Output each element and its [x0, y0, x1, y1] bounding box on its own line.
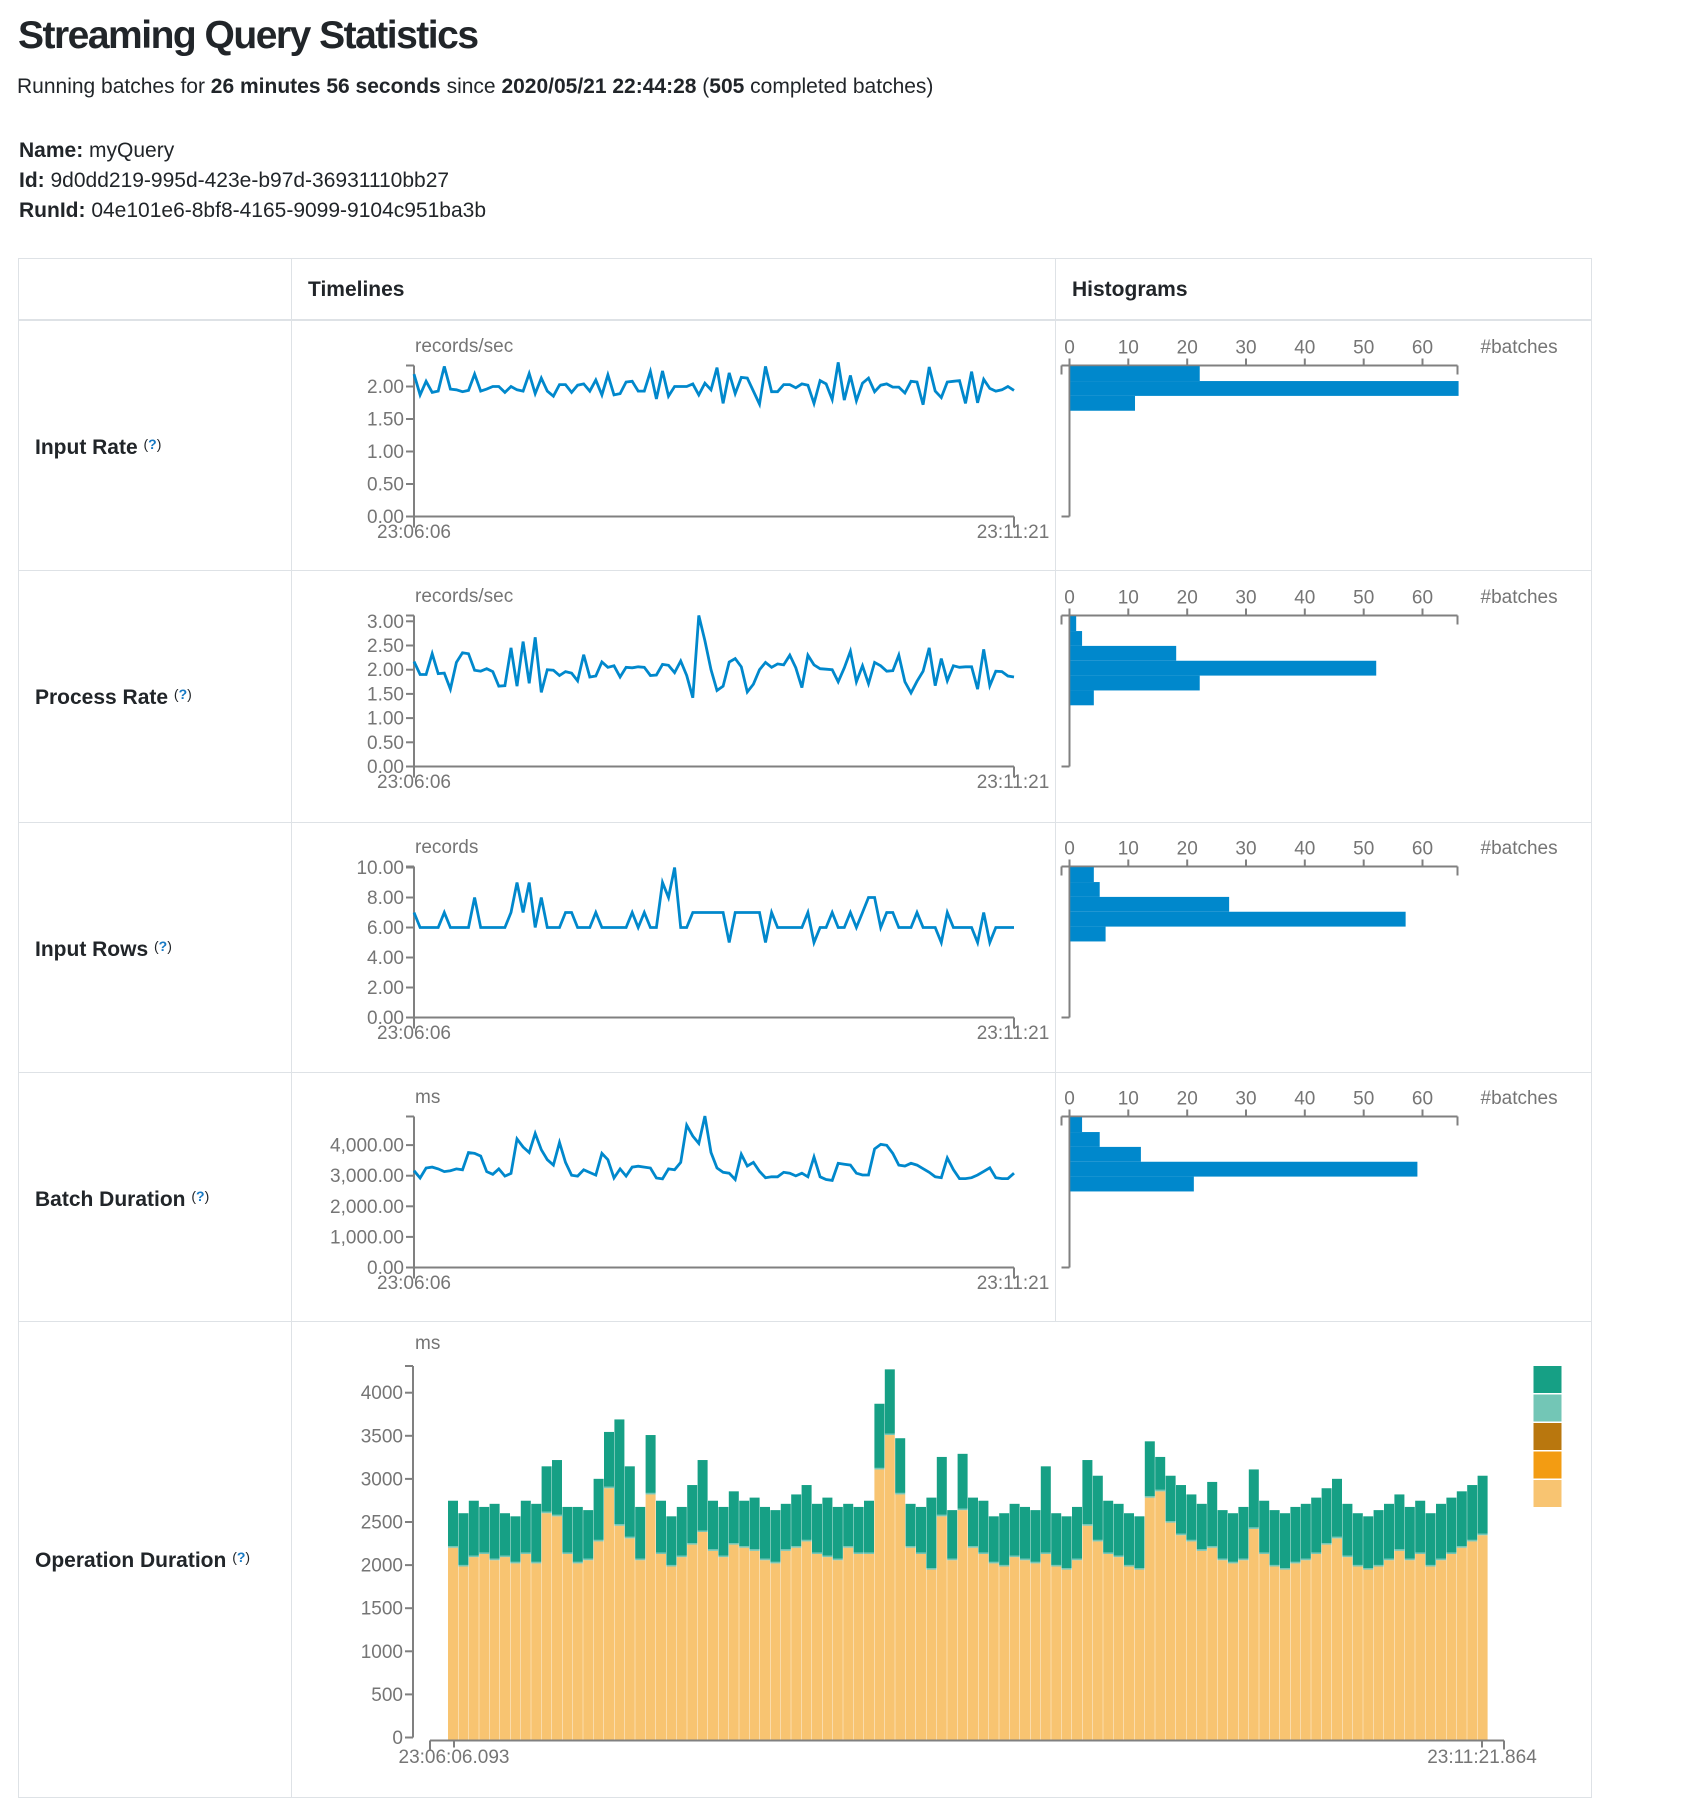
svg-text:500: 500 [371, 1685, 403, 1706]
svg-text:6.00: 6.00 [367, 918, 404, 939]
svg-text:23:11:21: 23:11:21 [977, 522, 1050, 543]
svg-text:2500: 2500 [361, 1513, 403, 1534]
svg-text:0.00: 0.00 [367, 507, 404, 528]
svg-text:23:11:21: 23:11:21 [977, 1273, 1050, 1294]
svg-text:2.50: 2.50 [367, 636, 404, 657]
svg-text:0.00: 0.00 [367, 1008, 404, 1029]
svg-text:records: records [415, 837, 478, 858]
svg-text:20: 20 [1177, 588, 1198, 609]
svg-text:0.50: 0.50 [367, 733, 404, 754]
svg-text:#batches: #batches [1481, 587, 1558, 608]
svg-text:#batches: #batches [1481, 838, 1558, 859]
svg-text:ms: ms [415, 1087, 440, 1108]
svg-text:ms: ms [415, 1333, 440, 1354]
svg-text:1000: 1000 [361, 1642, 403, 1663]
svg-text:30: 30 [1235, 839, 1256, 860]
svg-text:60: 60 [1412, 1089, 1433, 1110]
svg-text:1.50: 1.50 [367, 410, 404, 431]
svg-text:records/sec: records/sec [415, 336, 513, 357]
svg-text:40: 40 [1294, 839, 1315, 860]
svg-text:2000: 2000 [361, 1556, 403, 1577]
svg-text:2.00: 2.00 [367, 377, 404, 398]
svg-text:30: 30 [1235, 338, 1256, 359]
svg-text:60: 60 [1412, 338, 1433, 359]
svg-text:20: 20 [1177, 338, 1198, 359]
svg-text:1,000.00: 1,000.00 [330, 1227, 404, 1248]
svg-text:10: 10 [1118, 338, 1139, 359]
svg-text:10: 10 [1118, 588, 1139, 609]
svg-text:3.00: 3.00 [367, 612, 404, 633]
svg-text:3,000.00: 3,000.00 [330, 1166, 404, 1187]
svg-text:0: 0 [1064, 338, 1075, 359]
svg-text:23:11:21: 23:11:21 [977, 772, 1050, 793]
svg-text:23:06:06: 23:06:06 [377, 772, 451, 793]
svg-text:0: 0 [1064, 588, 1075, 609]
svg-text:4.00: 4.00 [367, 948, 404, 969]
svg-text:4,000.00: 4,000.00 [330, 1136, 404, 1157]
svg-text:2,000.00: 2,000.00 [330, 1197, 404, 1218]
svg-text:10.00: 10.00 [356, 858, 404, 879]
svg-text:2.00: 2.00 [367, 660, 404, 681]
svg-text:23:06:06: 23:06:06 [377, 1273, 451, 1294]
svg-text:40: 40 [1294, 588, 1315, 609]
svg-text:2.00: 2.00 [367, 978, 404, 999]
svg-text:0.50: 0.50 [367, 475, 404, 496]
svg-text:20: 20 [1177, 839, 1198, 860]
svg-text:#batches: #batches [1481, 1088, 1558, 1109]
svg-text:23:06:06: 23:06:06 [377, 522, 451, 543]
svg-text:40: 40 [1294, 1089, 1315, 1110]
svg-text:0: 0 [1064, 839, 1075, 860]
svg-text:50: 50 [1353, 588, 1374, 609]
svg-text:records/sec: records/sec [415, 586, 513, 607]
svg-text:1.50: 1.50 [367, 684, 404, 705]
svg-text:8.00: 8.00 [367, 888, 404, 909]
svg-text:10: 10 [1118, 839, 1139, 860]
svg-text:23:06:06: 23:06:06 [377, 1023, 451, 1044]
svg-text:1.00: 1.00 [367, 709, 404, 730]
svg-text:0: 0 [1064, 1089, 1075, 1110]
svg-text:3000: 3000 [361, 1469, 403, 1490]
svg-text:1.00: 1.00 [367, 442, 404, 463]
svg-text:#batches: #batches [1481, 337, 1558, 358]
svg-text:4000: 4000 [361, 1383, 403, 1404]
svg-text:30: 30 [1235, 1089, 1256, 1110]
svg-text:60: 60 [1412, 588, 1433, 609]
svg-text:60: 60 [1412, 839, 1433, 860]
svg-text:23:11:21.864: 23:11:21.864 [1427, 1747, 1537, 1768]
svg-text:1500: 1500 [361, 1599, 403, 1620]
svg-text:3500: 3500 [361, 1426, 403, 1447]
svg-text:0.00: 0.00 [367, 1258, 404, 1279]
svg-text:23:06:06.093: 23:06:06.093 [399, 1747, 510, 1768]
svg-text:50: 50 [1353, 839, 1374, 860]
svg-text:23:11:21: 23:11:21 [977, 1023, 1050, 1044]
svg-text:0: 0 [392, 1728, 403, 1749]
svg-text:0.00: 0.00 [367, 757, 404, 778]
svg-text:30: 30 [1235, 588, 1256, 609]
svg-text:50: 50 [1353, 1089, 1374, 1110]
svg-text:20: 20 [1177, 1089, 1198, 1110]
svg-text:40: 40 [1294, 338, 1315, 359]
svg-text:10: 10 [1118, 1089, 1139, 1110]
svg-text:50: 50 [1353, 338, 1374, 359]
